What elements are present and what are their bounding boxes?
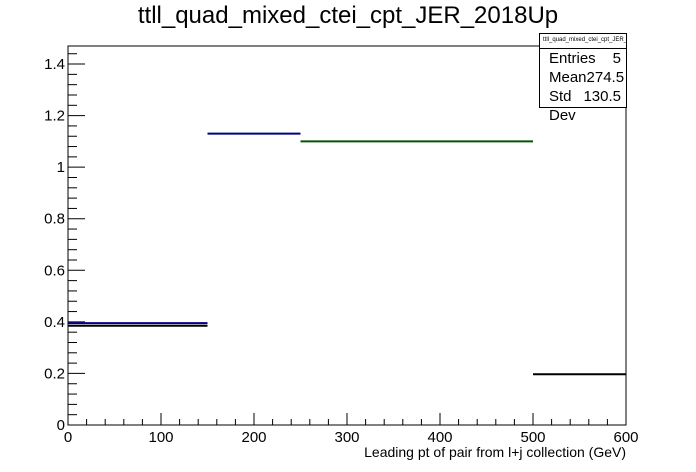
stats-label-entries: Entries bbox=[549, 50, 596, 67]
x-tick-label: 100 bbox=[148, 429, 173, 446]
stats-box: ttll_quad_mixed_ctei_cpt_JER_2018Up Entr… bbox=[539, 33, 627, 124]
chart-title: ttll_quad_mixed_ctei_cpt_JER_2018Up bbox=[137, 2, 559, 29]
stats-box-header: ttll_quad_mixed_ctei_cpt_JER_2018Up bbox=[540, 34, 626, 49]
y-tick-label: 0.6 bbox=[44, 262, 65, 279]
x-tick-label: 600 bbox=[613, 429, 638, 446]
y-tick-label: 0.8 bbox=[44, 211, 65, 228]
y-tick-label: 1.2 bbox=[44, 108, 65, 125]
y-tick-label: 1.4 bbox=[44, 56, 65, 73]
x-tick-label: 300 bbox=[334, 429, 359, 446]
stats-row-mean: Mean 274.5 bbox=[540, 68, 626, 87]
y-tick-label: 0.2 bbox=[44, 365, 65, 382]
stats-value-mean: 274.5 bbox=[586, 69, 625, 86]
x-axis-label: Leading pt of pair from l+j collection (… bbox=[364, 444, 626, 460]
x-tick-label: 500 bbox=[520, 429, 545, 446]
stats-value-stddev: 130.5 bbox=[583, 88, 621, 105]
y-tick-label: 1 bbox=[57, 159, 65, 176]
x-tick-label: 400 bbox=[427, 429, 452, 446]
stats-row-entries: Entries 5 bbox=[540, 49, 626, 68]
x-tick-label: 0 bbox=[64, 429, 72, 446]
x-tick-label: 200 bbox=[241, 429, 266, 446]
stats-label-mean: Mean bbox=[549, 69, 587, 86]
y-tick-label: 0.4 bbox=[44, 314, 65, 331]
y-tick-label: 0 bbox=[57, 417, 65, 434]
stats-value-entries: 5 bbox=[612, 50, 621, 67]
stats-row-stddev: Std Dev 130.5 bbox=[540, 87, 626, 124]
stats-label-stddev: Std Dev bbox=[549, 88, 576, 124]
